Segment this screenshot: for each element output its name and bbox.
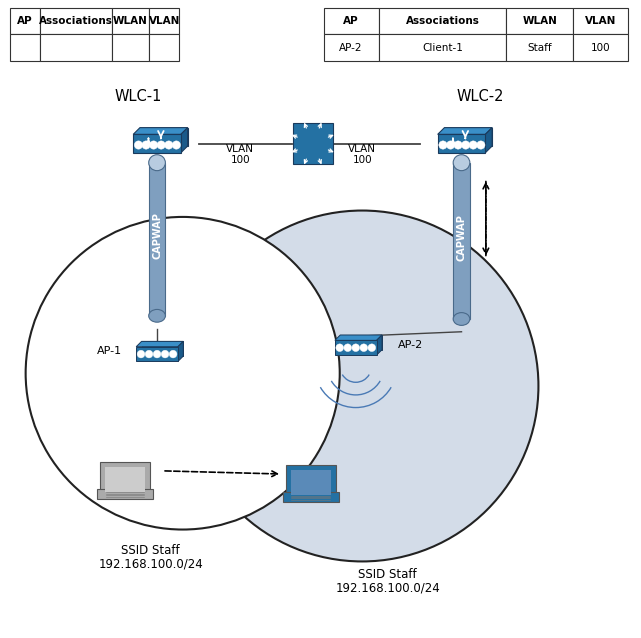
Bar — [378, 8, 506, 34]
Circle shape — [477, 141, 485, 149]
Circle shape — [368, 344, 376, 352]
Circle shape — [135, 141, 143, 149]
Text: 100: 100 — [591, 43, 611, 52]
Polygon shape — [438, 128, 492, 135]
Text: WLAN: WLAN — [113, 17, 147, 26]
Circle shape — [344, 344, 351, 352]
Bar — [112, 8, 149, 34]
FancyBboxPatch shape — [283, 492, 339, 502]
Circle shape — [149, 141, 158, 149]
FancyBboxPatch shape — [133, 135, 181, 152]
FancyBboxPatch shape — [286, 465, 336, 500]
Bar — [149, 34, 179, 61]
Bar — [149, 8, 179, 34]
Text: AP-2: AP-2 — [397, 339, 423, 350]
Circle shape — [145, 350, 153, 358]
Text: VLAN
100: VLAN 100 — [226, 144, 254, 165]
Circle shape — [26, 217, 340, 530]
FancyBboxPatch shape — [335, 340, 377, 355]
Text: VLAN
100: VLAN 100 — [348, 144, 376, 165]
Text: AP: AP — [344, 17, 359, 26]
Text: WLC-1: WLC-1 — [114, 89, 162, 105]
Circle shape — [454, 141, 462, 149]
Text: VLAN: VLAN — [585, 17, 617, 26]
Circle shape — [169, 350, 177, 358]
Polygon shape — [485, 128, 492, 152]
Bar — [112, 34, 149, 61]
Text: Client-1: Client-1 — [422, 43, 463, 52]
Circle shape — [172, 141, 181, 149]
Text: Associations: Associations — [39, 17, 113, 26]
Polygon shape — [140, 128, 188, 146]
Polygon shape — [444, 128, 492, 146]
Text: SSID Staff: SSID Staff — [358, 568, 417, 581]
Polygon shape — [181, 128, 188, 152]
Circle shape — [439, 141, 447, 149]
Polygon shape — [377, 335, 382, 355]
Text: WLAN: WLAN — [522, 17, 557, 26]
FancyBboxPatch shape — [100, 462, 150, 496]
FancyBboxPatch shape — [453, 163, 470, 319]
Bar — [378, 34, 506, 61]
Circle shape — [157, 141, 165, 149]
Text: VLAN: VLAN — [149, 17, 180, 26]
FancyBboxPatch shape — [291, 470, 331, 494]
Polygon shape — [136, 341, 183, 346]
Text: AP-1: AP-1 — [96, 346, 122, 356]
Bar — [574, 8, 628, 34]
Text: SSID Staff: SSID Staff — [121, 544, 180, 556]
Text: AP-2: AP-2 — [339, 43, 363, 52]
Ellipse shape — [453, 313, 470, 325]
Bar — [574, 34, 628, 61]
Bar — [324, 8, 378, 34]
Text: CAPWAP: CAPWAP — [152, 212, 162, 260]
Bar — [10, 34, 40, 61]
FancyBboxPatch shape — [97, 489, 153, 499]
Circle shape — [186, 211, 538, 561]
Text: Associations: Associations — [406, 17, 479, 26]
Circle shape — [469, 141, 478, 149]
Text: 192.168.100.0/24: 192.168.100.0/24 — [98, 558, 203, 570]
Text: CAPWAP: CAPWAP — [456, 214, 467, 261]
Text: 192.168.100.0/24: 192.168.100.0/24 — [335, 582, 440, 595]
Text: WLC-2: WLC-2 — [457, 89, 504, 105]
Circle shape — [462, 141, 470, 149]
Bar — [506, 34, 574, 61]
Bar — [10, 8, 40, 34]
Circle shape — [336, 344, 344, 352]
Bar — [40, 34, 112, 61]
Polygon shape — [142, 341, 183, 356]
Bar — [324, 34, 378, 61]
Ellipse shape — [149, 154, 165, 171]
Polygon shape — [178, 341, 183, 362]
FancyBboxPatch shape — [292, 123, 333, 164]
Circle shape — [153, 350, 161, 358]
FancyBboxPatch shape — [438, 135, 485, 152]
Bar — [506, 8, 574, 34]
Bar — [40, 8, 112, 34]
Circle shape — [360, 344, 368, 352]
Polygon shape — [133, 128, 188, 135]
Circle shape — [142, 141, 150, 149]
Ellipse shape — [149, 309, 165, 322]
Circle shape — [162, 350, 169, 358]
Circle shape — [137, 350, 145, 358]
Text: AP: AP — [17, 17, 33, 26]
Polygon shape — [340, 335, 382, 350]
Polygon shape — [335, 335, 382, 340]
Circle shape — [165, 141, 173, 149]
Circle shape — [446, 141, 454, 149]
Circle shape — [352, 344, 360, 352]
Ellipse shape — [453, 154, 470, 171]
FancyBboxPatch shape — [149, 163, 165, 316]
FancyBboxPatch shape — [105, 467, 145, 491]
Text: Staff: Staff — [528, 43, 552, 52]
FancyBboxPatch shape — [136, 346, 178, 362]
